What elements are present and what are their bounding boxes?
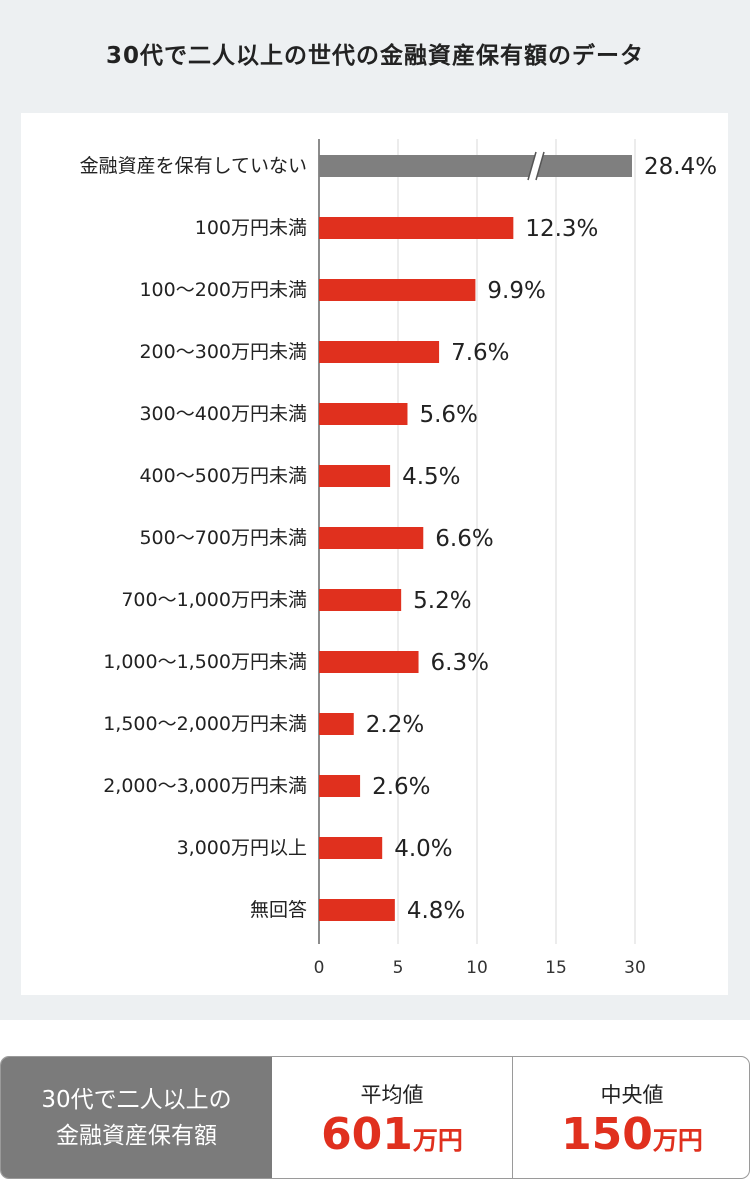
category-label: 1,500～2,000万円未満 xyxy=(103,713,307,735)
average-number: 601 xyxy=(321,1109,413,1160)
bar xyxy=(319,403,408,425)
category-label: 500～700万円未満 xyxy=(139,527,307,549)
bar xyxy=(319,589,402,611)
category-label: 200～300万円未満 xyxy=(139,341,307,363)
bar xyxy=(319,341,440,363)
axis-break-line xyxy=(535,151,545,181)
bar xyxy=(319,651,419,673)
category-label: 2,000～3,000万円未満 xyxy=(103,775,307,797)
chart-section: 30代で二人以上の世代の金融資産保有額のデータ 0 5 10 15 30 金融資産を保有し… xyxy=(0,0,750,1020)
summary-label: 30代で二人以上の 金融資産保有額 xyxy=(1,1057,272,1178)
summary-label-line1: 30代で二人以上の xyxy=(41,1086,232,1113)
chart-panel: 0 5 10 15 30 金融資産を保有していない 28.4% 100万円未満 12.3% 100… xyxy=(21,113,728,995)
value-label: 4.5% xyxy=(402,464,460,490)
x-tick-label: 15 xyxy=(545,958,567,978)
category-label: 100～200万円未満 xyxy=(139,279,307,301)
bar xyxy=(319,217,514,239)
value-label: 9.9% xyxy=(487,278,545,304)
chart-title: 30代で二人以上の世代の金融資産保有額のデータ xyxy=(105,43,644,69)
summary-box: 30代で二人以上の 金融資産保有額 平均値 601万円 中央値 150万円 xyxy=(0,1056,750,1179)
value-label: 6.3% xyxy=(431,650,489,676)
median-cell: 中央値 150万円 xyxy=(512,1057,749,1178)
value-label: 7.6% xyxy=(451,340,509,366)
value-label: 2.6% xyxy=(372,774,430,800)
average-unit: 万円 xyxy=(412,1126,463,1155)
value-label: 5.2% xyxy=(413,588,471,614)
bar xyxy=(319,527,424,549)
bar-chart: 0 5 10 15 30 金融資産を保有していない 28.4% 100万円未満 12.3% 100… xyxy=(80,139,717,978)
category-label: 700～1,000万円未満 xyxy=(121,589,307,611)
bar xyxy=(319,465,391,487)
bar xyxy=(319,713,354,735)
median-unit: 万円 xyxy=(652,1126,703,1155)
axis-break-gap xyxy=(528,152,544,180)
category-label: 300～400万円未満 xyxy=(139,403,307,425)
summary-label-line2: 金融資産保有額 xyxy=(56,1122,217,1149)
category-label: 金融資産を保有していない xyxy=(80,155,307,177)
value-label: 4.8% xyxy=(407,898,465,924)
value-label: 12.3% xyxy=(525,216,598,242)
value-label: 6.6% xyxy=(435,526,493,552)
average-cell: 平均値 601万円 xyxy=(273,1057,511,1178)
x-tick-label: 0 xyxy=(314,958,325,978)
average-value: 601万円 xyxy=(273,1109,511,1160)
axis-break-line xyxy=(527,151,537,181)
x-tick-label: 5 xyxy=(393,958,404,978)
bar xyxy=(319,155,632,177)
median-value: 150万円 xyxy=(513,1109,749,1160)
category-label: 3,000万円以上 xyxy=(177,837,307,859)
value-label: 4.0% xyxy=(394,836,452,862)
category-label: 100万円未満 xyxy=(195,217,307,239)
category-label: 400～500万円未満 xyxy=(139,465,307,487)
median-number: 150 xyxy=(561,1109,653,1160)
bar xyxy=(319,837,383,859)
value-label: 28.4% xyxy=(644,154,717,180)
median-heading: 中央値 xyxy=(600,1083,664,1107)
category-label: 無回答 xyxy=(250,899,307,921)
bar xyxy=(319,279,476,301)
x-tick-label: 10 xyxy=(466,958,488,978)
bar xyxy=(319,899,395,921)
average-heading: 平均値 xyxy=(360,1083,424,1107)
bar xyxy=(319,775,361,797)
value-label: 2.2% xyxy=(366,712,424,738)
value-label: 5.6% xyxy=(419,402,477,428)
category-label: 1,000～1,500万円未満 xyxy=(103,651,307,673)
x-tick-label: 30 xyxy=(624,958,646,978)
